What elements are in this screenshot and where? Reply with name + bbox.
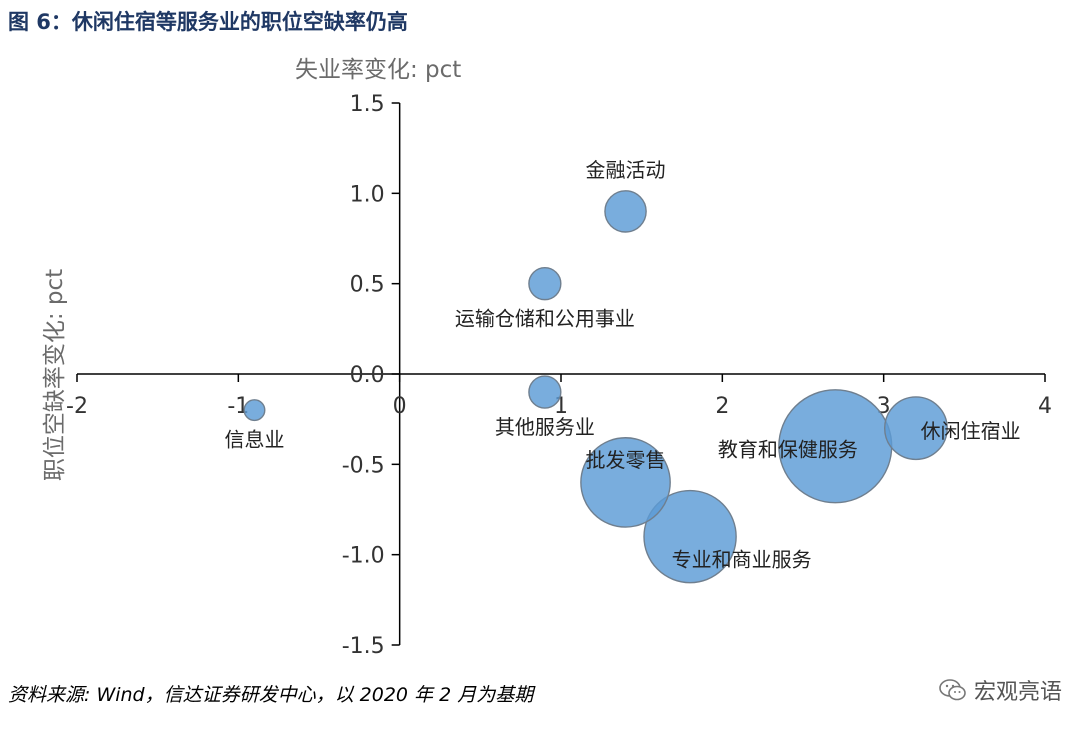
bubble-point [604,190,647,233]
bubble-point [580,437,671,528]
x-tick-label: 4 [1038,394,1052,419]
bubble-label: 信息业 [224,427,284,451]
y-tick-label: 1.5 [350,92,385,117]
y-tick-label: -1.0 [342,544,385,569]
x-tick-label: 0 [393,394,407,419]
bubble-label: 教育和保健服务 [718,437,858,461]
wechat-icon [939,679,966,701]
bubble-label: 专业和商业服务 [672,548,812,572]
watermark-text: 宏观亮语 [973,680,1062,705]
y-tick-label: -0.5 [342,453,385,478]
x-axis-title: 失业率变化: pct [295,57,462,83]
bubble-point [528,267,562,301]
bubble-label: 批发零售 [586,448,666,472]
bubble-label: 其他服务业 [495,415,595,439]
x-tick-label: -2 [66,394,88,419]
bubble-label: 运输仓储和公用事业 [455,307,635,331]
x-tick-label: 2 [715,394,729,419]
bubble-point [528,375,562,409]
y-tick-label: 0.0 [350,363,385,388]
source-note: 资料来源: Wind，信达证券研发中心，以 2020 年 2 月为基期 [8,684,534,706]
y-tick-label: 1.0 [350,182,385,207]
bubble-label: 休闲住宿业 [921,419,1021,443]
bubble-point [243,399,266,422]
bubble-label: 金融活动 [586,158,666,182]
y-axis-title: 职位空缺率变化: pct [42,269,68,481]
y-tick-label: -1.5 [342,634,385,659]
figure-title: 图 6：休闲住宿等服务业的职位空缺率仍高 [8,10,408,34]
watermark: 宏观亮语 [938,674,1062,706]
bubble-point [883,396,948,461]
bubble-point [643,489,737,584]
y-tick-label: 0.5 [350,273,385,298]
